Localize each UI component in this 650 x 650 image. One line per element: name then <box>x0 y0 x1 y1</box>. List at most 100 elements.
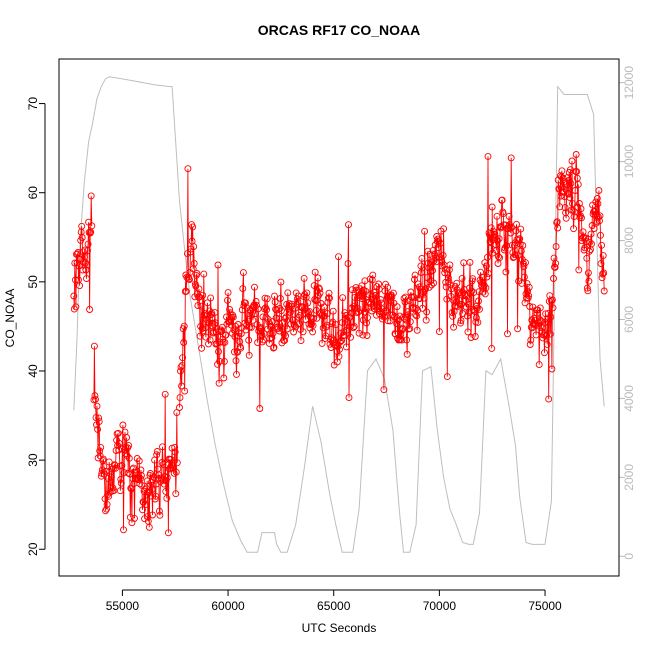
co-point <box>224 289 232 297</box>
co-point <box>597 260 605 268</box>
co-point <box>176 404 183 411</box>
co-point <box>338 337 346 345</box>
co-point <box>137 472 145 479</box>
co-point <box>300 274 308 282</box>
co-point <box>179 354 187 362</box>
co-point <box>526 341 534 348</box>
plot-frame <box>58 58 620 577</box>
co-point <box>543 340 551 348</box>
co-point <box>443 373 451 381</box>
co-point <box>159 443 166 451</box>
co-point <box>517 225 525 233</box>
co-point <box>483 273 491 281</box>
co-point <box>393 303 401 311</box>
co-point <box>181 387 189 395</box>
co-point <box>182 287 190 295</box>
co-point <box>464 300 472 308</box>
co-point <box>70 292 78 300</box>
co-point <box>445 266 453 274</box>
co-point <box>189 223 197 231</box>
co-point <box>311 268 319 276</box>
co-point <box>324 298 332 306</box>
co-point <box>105 458 113 466</box>
co-point <box>392 313 400 321</box>
co-point <box>186 276 193 283</box>
co-point <box>213 340 221 347</box>
co-point <box>162 487 170 495</box>
co-point <box>81 259 89 267</box>
co-point <box>92 395 99 403</box>
co-point <box>328 334 336 342</box>
co-point <box>600 269 608 277</box>
y2-tick-label: 8000 <box>622 227 636 254</box>
co-point <box>86 306 94 313</box>
co-point <box>254 339 262 347</box>
co-point <box>599 252 607 260</box>
co-point <box>281 315 289 322</box>
co-point <box>548 296 556 304</box>
co-point <box>571 187 579 194</box>
co-point <box>127 484 135 492</box>
co-point <box>214 261 222 269</box>
co-point <box>373 311 380 319</box>
co-point <box>247 323 255 331</box>
co-point <box>136 475 144 482</box>
co-point <box>224 296 231 304</box>
co-point <box>104 474 112 482</box>
co-point <box>552 243 560 251</box>
y2-tick-label: 12000 <box>622 66 636 100</box>
co-point <box>74 249 82 256</box>
co-point <box>268 318 276 326</box>
co-point <box>344 260 352 268</box>
co-point <box>239 269 247 277</box>
co-point <box>95 414 103 422</box>
co-point <box>439 251 447 259</box>
co-point <box>245 336 253 344</box>
co-point <box>495 253 502 261</box>
co-point <box>475 288 483 296</box>
co-point <box>114 441 122 449</box>
co-point <box>585 247 593 255</box>
co-point <box>316 289 324 297</box>
co-point <box>201 324 209 332</box>
co-point <box>318 339 326 347</box>
co-point <box>163 474 171 482</box>
co-point <box>95 418 103 426</box>
co-point <box>406 318 414 326</box>
co-point <box>187 248 194 256</box>
co-point <box>559 174 567 182</box>
co-point <box>282 313 290 321</box>
co-point <box>482 262 490 270</box>
co-point <box>245 351 253 359</box>
co-point <box>513 220 520 228</box>
co-point <box>511 251 519 259</box>
co-point <box>204 299 211 307</box>
co-point <box>429 267 436 274</box>
co-point <box>229 313 237 321</box>
co-point <box>355 329 363 337</box>
co-point <box>270 343 278 351</box>
co-point <box>587 230 595 238</box>
co-point <box>421 227 429 235</box>
co-point <box>422 285 430 293</box>
co-point <box>75 262 83 270</box>
co-point <box>272 314 280 322</box>
co-point <box>550 275 557 282</box>
co-point <box>394 316 402 324</box>
co-point <box>541 349 548 357</box>
co-point <box>494 237 501 245</box>
co-point <box>467 334 475 341</box>
co-point <box>446 261 454 269</box>
co-point <box>256 405 264 412</box>
co-point <box>549 304 557 312</box>
co-point <box>88 222 96 230</box>
co-point <box>329 307 337 315</box>
co-point <box>404 311 412 319</box>
co-point <box>556 203 564 211</box>
co-point <box>583 284 591 292</box>
co-point <box>216 357 224 365</box>
co-point <box>276 305 284 312</box>
co-point <box>453 279 461 287</box>
co-point <box>567 179 575 187</box>
co-point <box>112 464 119 472</box>
